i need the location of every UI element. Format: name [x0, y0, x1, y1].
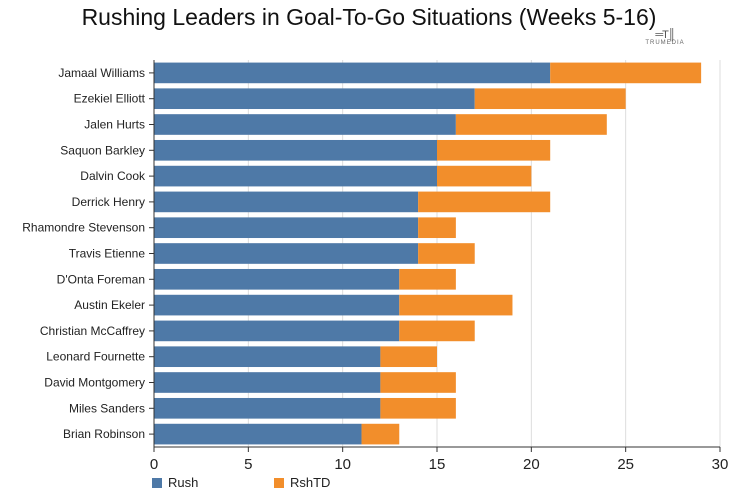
bar-rush-8 [154, 268, 400, 290]
bar-rshtd-3 [437, 139, 551, 161]
bar-rshtd-13 [380, 397, 456, 419]
category-label: Miles Sanders [69, 401, 145, 415]
bar-rush-1 [154, 88, 475, 110]
bar-rshtd-12 [380, 372, 456, 393]
x-tick-label: 5 [244, 456, 252, 473]
trumedia-logo: ═T║ TRUMEDIA [640, 29, 690, 47]
category-label: Jalen Hurts [84, 118, 145, 132]
bar-rshtd-4 [437, 165, 532, 187]
bar-rshtd-7 [418, 243, 475, 264]
category-label: Rhamondre Stevenson [22, 221, 145, 235]
category-label: Saquon Barkley [60, 143, 145, 157]
category-label: Jamaal Williams [58, 66, 145, 80]
logo-mark-icon: ═T║ [655, 29, 675, 41]
category-label: Christian McCaffrey [40, 324, 145, 338]
x-tick-label: 25 [617, 456, 634, 473]
legend-item-rush: Rush [152, 475, 274, 490]
legend-swatch-rush [152, 477, 162, 488]
x-tick-label: 15 [429, 456, 446, 473]
bar-rshtd-9 [399, 294, 513, 316]
bar-rush-12 [154, 372, 381, 393]
bar-rshtd-0 [550, 62, 702, 84]
bar-rshtd-14 [361, 423, 400, 445]
bar-rshtd-1 [474, 88, 626, 110]
bar-rshtd-10 [399, 320, 475, 342]
bar-rush-10 [154, 320, 400, 342]
x-tick-label: 10 [334, 456, 351, 473]
legend: Rush RshTD [152, 475, 396, 490]
legend-swatch-rshtd [274, 477, 284, 488]
bar-rush-13 [154, 397, 381, 419]
category-label: Dalvin Cook [80, 169, 146, 183]
logo-text: TRUMEDIA [645, 40, 685, 46]
bar-rush-2 [154, 114, 456, 135]
x-tick-label: 30 [712, 456, 729, 473]
category-label: Ezekiel Elliott [74, 92, 146, 106]
category-label: Austin Ekeler [74, 298, 145, 312]
bar-rush-5 [154, 191, 419, 213]
bar-rshtd-8 [399, 268, 456, 290]
bar-rshtd-11 [380, 346, 437, 368]
category-label: Derrick Henry [72, 195, 145, 209]
category-label: Leonard Fournette [46, 350, 145, 364]
category-label: Travis Etienne [69, 247, 146, 261]
x-tick-label: 20 [523, 456, 540, 473]
legend-label-rush: Rush [168, 475, 199, 490]
bar-rush-11 [154, 346, 381, 368]
bar-rush-14 [154, 423, 362, 445]
bar-rush-6 [154, 217, 419, 239]
category-label: Brian Robinson [63, 427, 145, 441]
bar-rush-4 [154, 165, 437, 187]
category-label: D'Onta Foreman [57, 272, 145, 286]
bar-rush-3 [154, 139, 437, 161]
x-tick-label: 0 [150, 456, 158, 473]
bar-rshtd-6 [418, 217, 456, 239]
chart-title: Rushing Leaders in Goal-To-Go Situations… [81, 4, 657, 30]
bar-rshtd-2 [455, 114, 607, 135]
category-label: David Montgomery [44, 376, 145, 390]
legend-item-rshtd: RshTD [274, 475, 396, 490]
bar-rshtd-5 [418, 191, 551, 213]
bar-rush-0 [154, 62, 551, 84]
legend-label-rshtd: RshTD [290, 475, 331, 490]
bar-rush-9 [154, 294, 400, 316]
bar-rush-7 [154, 243, 419, 264]
